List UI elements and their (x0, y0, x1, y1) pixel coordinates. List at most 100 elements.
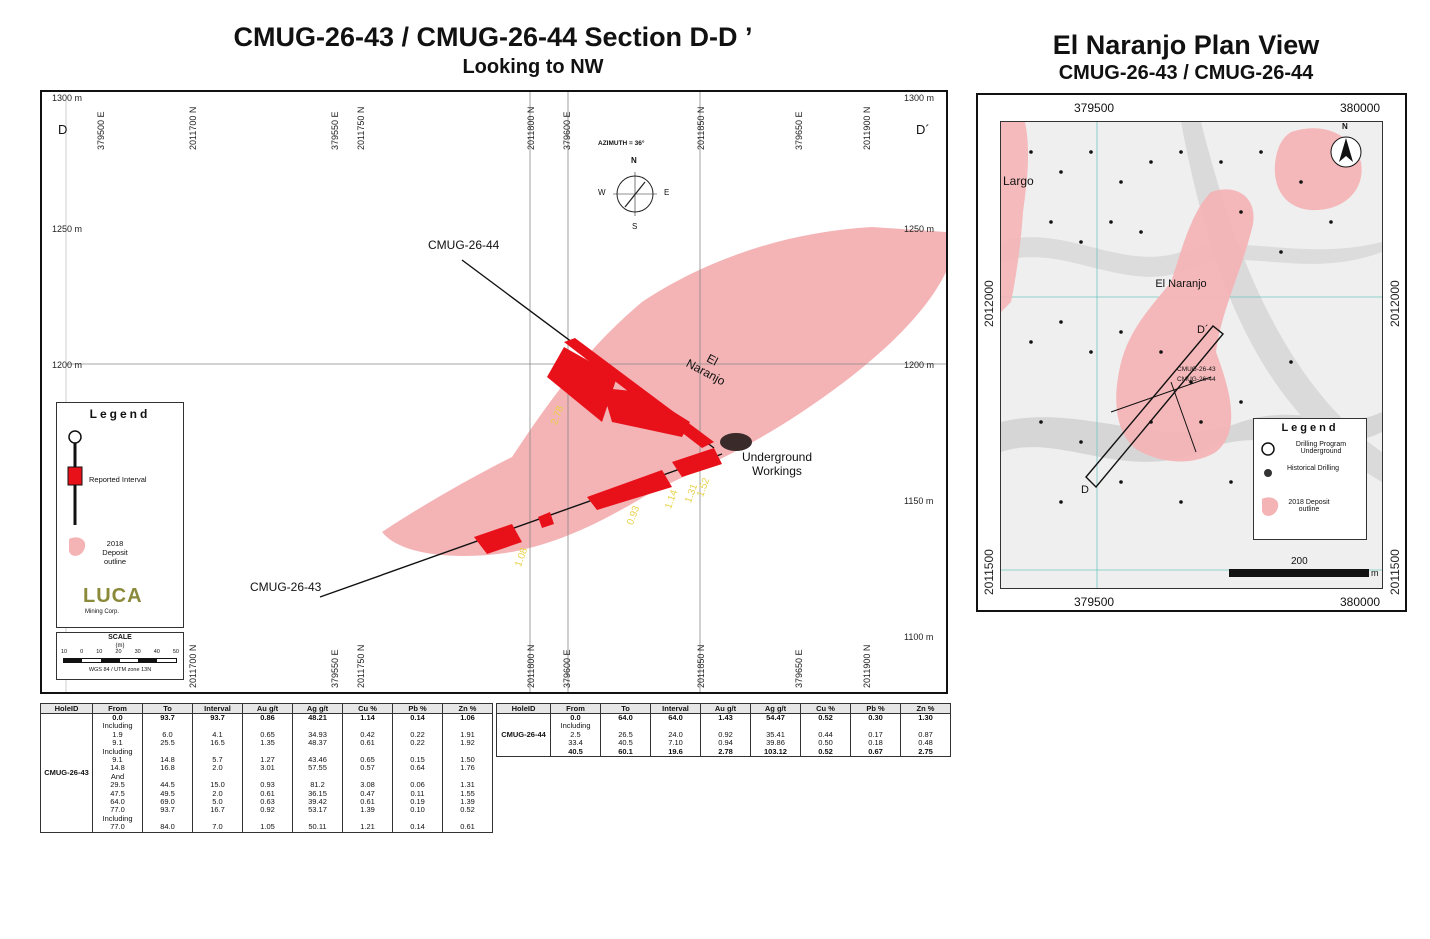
table-header-cell: Interval (650, 703, 701, 714)
table-header-cell: Pb % (850, 703, 901, 714)
section-corner-d: D (58, 122, 68, 137)
table-cell: 1.55 (442, 789, 493, 799)
table-row: 40.5 60.1 19.6 2.78 103.12 0.52 0.67 2.75 (497, 747, 951, 758)
elev-right-1250: 1250 m (904, 224, 935, 234)
scale-tick: 40 (153, 649, 160, 655)
plan-hole-label-43: CMUG-26-43 (1177, 366, 1216, 373)
elev-left-1200: 1200 m (52, 360, 83, 370)
top-coord-2011750n: 2011750 N (356, 106, 366, 150)
table-cell: 0.52 (800, 713, 851, 723)
table-row: 1.9 6.0 4.1 0.65 34.93 0.42 0.22 1.91 (41, 730, 493, 740)
table-cell: 93.7 (142, 806, 193, 815)
table-header-cell: Zn % (442, 703, 493, 714)
table-header-cell: HoleID (496, 703, 551, 714)
table-header-cell: Interval (192, 703, 243, 714)
table-cell: 0.10 (392, 806, 443, 815)
table-row: 47.5 49.5 2.0 0.61 36.15 0.47 0.11 1.55 (41, 789, 493, 799)
table-cell: 16.8 (142, 764, 193, 773)
section-canvas (65, 92, 946, 692)
table-cell: 2.0 (192, 764, 243, 773)
table-cell: 50.11 (292, 823, 343, 833)
top-coord-379600e: 379600 E (562, 111, 572, 150)
top-coord-2011850n: 2011850 N (696, 106, 706, 150)
plan-title: El Naranjo Plan View (1052, 30, 1320, 60)
scale-tick: 50 (172, 649, 179, 655)
scale-unit: (m) (115, 643, 125, 649)
plan-deposit-largo (1001, 122, 1029, 312)
table-cell: 1.31 (442, 780, 493, 790)
table-cell: 0.86 (242, 713, 293, 723)
scale-title: SCALE (108, 634, 132, 641)
table-cell: 0.92 (242, 806, 293, 815)
legend-historical-symbol (1264, 469, 1272, 477)
plan-x-tick-top-1: 379500 (1074, 101, 1115, 115)
section-panel: 1300 m 1250 m 1200 m 1300 m 1250 m 1200 … (40, 90, 948, 694)
table-cell: 0.14 (392, 713, 443, 723)
section-legend: Legend Reported Interval 2018 Deposit ou… (56, 402, 184, 628)
table-cell (442, 747, 493, 757)
compass-azimuth: AZIMUTH = 36° (598, 140, 645, 147)
plan-panel: 379500 380000 379500 380000 2012000 2011… (976, 93, 1407, 612)
legend-plan-deposit-symbol (1262, 497, 1279, 516)
compass-w: W (598, 188, 606, 197)
table-header-cell: Zn % (900, 703, 951, 714)
table-cell: 1.50 (442, 755, 493, 765)
table-row: 9.1 25.5 16.5 1.35 48.37 0.61 0.22 1.92 (41, 738, 493, 748)
plan-y-tick-left-1: 2012000 (982, 280, 996, 327)
table-header-cell: From (92, 703, 143, 714)
table-header-row: HoleID From To Interval Au g/t Ag g/t Cu % Pb %… (40, 703, 493, 714)
table-cell: 103.12 (750, 747, 801, 758)
table-cell: 7.0 (192, 823, 243, 833)
scale-projection: WGS 84 / UTM zone 13N (88, 667, 152, 673)
plan-deposit-main (1116, 189, 1254, 462)
plan-scale-unit: m (1371, 568, 1379, 578)
table-row: Including (41, 747, 493, 757)
compass-s: S (632, 222, 638, 231)
table-row: 29.5 44.5 15.0 0.93 81.2 3.08 0.06 1.31 (41, 780, 493, 790)
underground-workings (720, 433, 752, 451)
plan-legend-title: Legend (1281, 422, 1339, 434)
bottom-coord-379650e: 379650 E (794, 649, 804, 688)
table-row: And (41, 772, 493, 782)
plan-deposit-label: El Naranjo (1155, 278, 1207, 290)
table-header-cell: Ag g/t (292, 703, 343, 714)
elev-left-1250: 1250 m (52, 224, 83, 234)
legend-interval-symbol (67, 430, 83, 525)
table-row: 64.0 69.0 5.0 0.63 39.42 0.61 0.19 1.39 (41, 797, 493, 807)
table-row: 9.1 14.8 5.7 1.27 43.46 0.65 0.15 1.50 (41, 755, 493, 765)
table-cell: 25.5 (142, 738, 193, 748)
table-cell: 1.21 (342, 823, 393, 833)
table-cell: 53.17 (292, 806, 343, 815)
table-cell: 16.7 (192, 806, 243, 815)
elev-right-1200: 1200 m (904, 360, 935, 370)
table-cell: 0.14 (392, 823, 443, 833)
plan-x-tick-bottom-1: 379500 (1074, 595, 1115, 609)
table-cell: 0.61 (342, 738, 393, 748)
table-cell: 84.0 (142, 823, 193, 833)
table-row: CMUG-26-43 0.0 93.7 93.7 0.86 48.21 1.14 0.14 1.… (40, 713, 493, 833)
top-coord-379650e: 379650 E (794, 111, 804, 150)
plan-hole-label-44: CMUG-26-44 (1177, 376, 1216, 383)
section-subtitle: Looking to NW (462, 56, 604, 78)
table-header-cell: Au g/t (242, 703, 293, 714)
table-cell (442, 772, 493, 782)
table-cell: 1.91 (442, 730, 493, 740)
table-cell (442, 722, 493, 731)
plan-map: Largo El Naranjo CMUG-26-43 CMUG-26-44 D… (1000, 121, 1383, 589)
plan-x-tick-bottom-2: 380000 (1340, 595, 1381, 609)
top-coord-379500e: 379500 E (96, 111, 106, 150)
table-cell: 57.55 (292, 764, 343, 773)
scale-tick: 10 (96, 649, 103, 655)
section-title: CMUG-26-43 / CMUG-26-44 Section D-D ’ (233, 22, 753, 52)
interval-43-a (474, 524, 522, 554)
interval-43-c (587, 470, 672, 510)
luca-logo: LUCA (83, 585, 143, 607)
table-cell: 77.0 (92, 823, 143, 833)
top-coord-2011800n: 2011800 N (526, 106, 536, 150)
table-row: Including (41, 814, 493, 824)
bottom-coord-2011800n: 2011800 N (526, 644, 536, 688)
bottom-coord-379550e: 379550 E (330, 649, 340, 688)
plan-historical-drill-points (1029, 150, 1333, 504)
table-cell: 0.61 (442, 823, 493, 833)
elev-right-1150: 1150 m (904, 496, 934, 506)
